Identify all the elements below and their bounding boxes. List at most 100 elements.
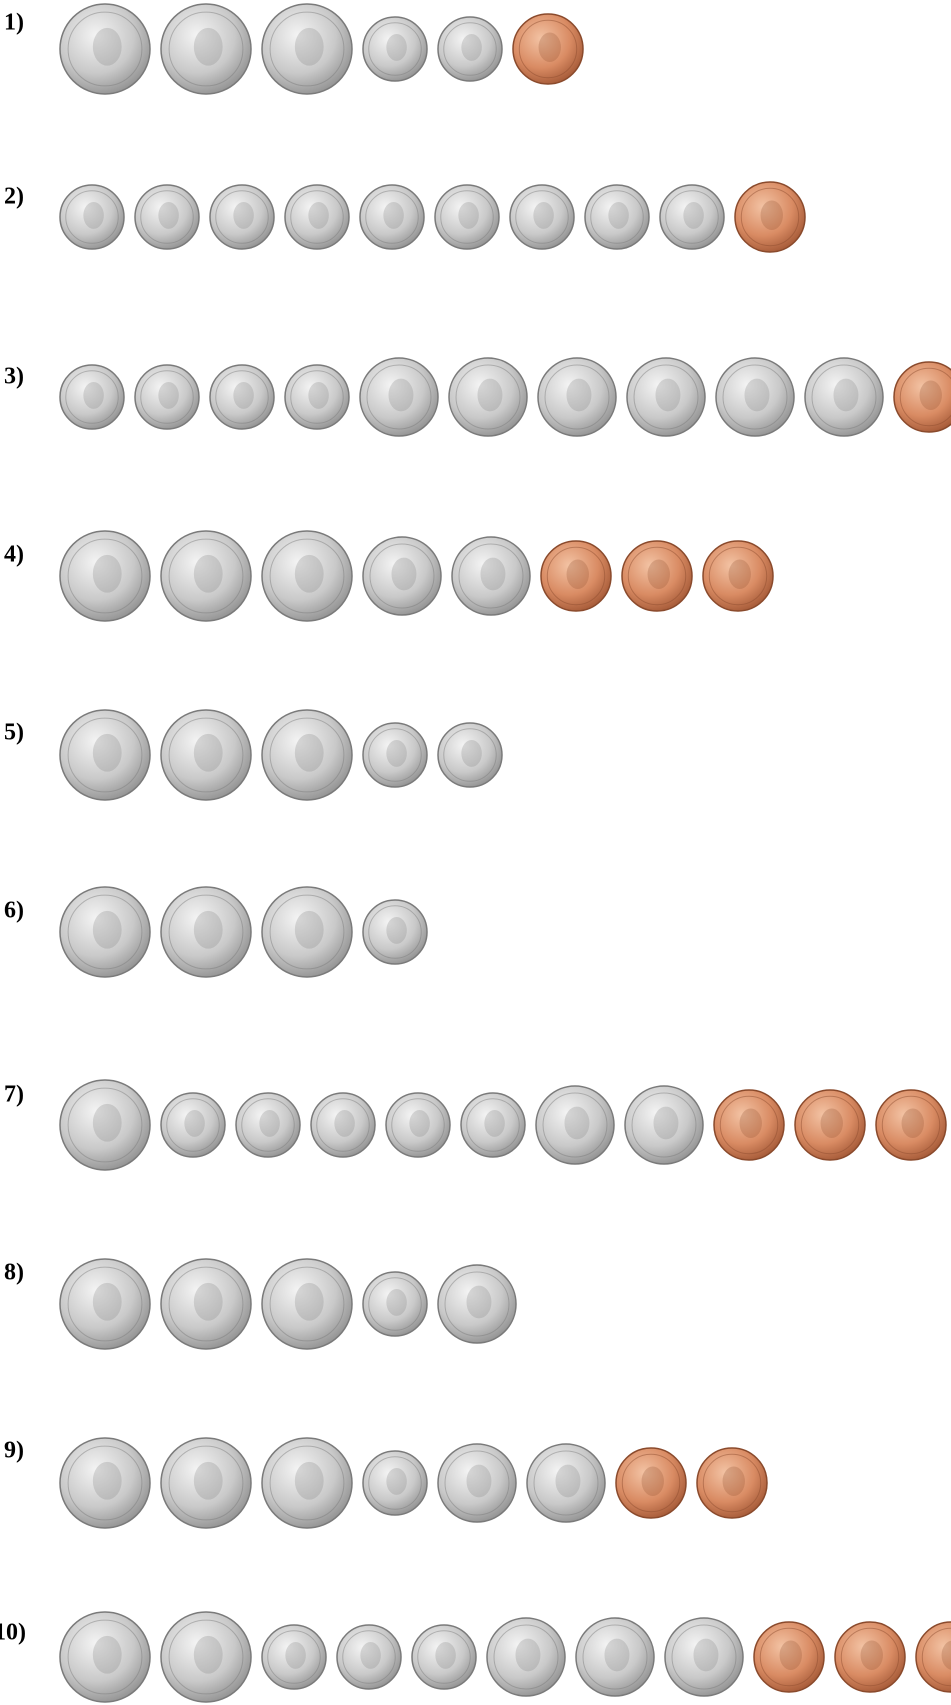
coin-portrait bbox=[158, 382, 178, 409]
penny bbox=[876, 1090, 946, 1160]
dime bbox=[337, 1625, 401, 1689]
coin-portrait bbox=[83, 202, 103, 229]
coin-portrait bbox=[194, 734, 223, 772]
nickel bbox=[716, 358, 794, 436]
coin-portrait bbox=[642, 1467, 664, 1496]
nickel bbox=[487, 1618, 565, 1696]
problem-number: 9) bbox=[4, 1438, 24, 1464]
problem-number: 10) bbox=[0, 1620, 26, 1646]
penny bbox=[735, 182, 805, 252]
coin-portrait bbox=[555, 1465, 580, 1498]
coin-portrait bbox=[233, 202, 253, 229]
coin-portrait bbox=[821, 1109, 843, 1138]
coin-portrait bbox=[466, 1465, 491, 1498]
coin-portrait bbox=[780, 1641, 802, 1670]
coin-portrait bbox=[653, 1107, 678, 1140]
dime bbox=[161, 1093, 225, 1157]
coin-portrait bbox=[655, 379, 680, 412]
quarter bbox=[262, 1259, 352, 1349]
nickel bbox=[665, 1618, 743, 1696]
dime bbox=[135, 365, 199, 429]
dime bbox=[360, 185, 424, 249]
dime bbox=[461, 1093, 525, 1157]
coin-portrait bbox=[184, 1110, 204, 1137]
coin-portrait bbox=[386, 917, 406, 944]
problem: 7) bbox=[4, 1080, 946, 1170]
quarter bbox=[262, 4, 352, 94]
penny bbox=[835, 1622, 905, 1692]
quarter bbox=[60, 887, 150, 977]
coin-portrait bbox=[729, 560, 751, 589]
penny bbox=[513, 14, 583, 84]
coin-portrait bbox=[515, 1639, 540, 1672]
penny bbox=[703, 541, 773, 611]
quarter bbox=[161, 531, 251, 621]
coin-portrait bbox=[683, 202, 703, 229]
coin-portrait bbox=[259, 1110, 279, 1137]
coin-portrait bbox=[533, 202, 553, 229]
coin-portrait bbox=[194, 555, 223, 593]
problem: 10) bbox=[0, 1612, 951, 1702]
penny bbox=[616, 1448, 686, 1518]
dime bbox=[660, 185, 724, 249]
coin-portrait bbox=[93, 734, 122, 772]
dime bbox=[60, 365, 124, 429]
penny bbox=[795, 1090, 865, 1160]
quarter bbox=[60, 1259, 150, 1349]
coin-portrait bbox=[360, 1642, 380, 1669]
coin-portrait bbox=[461, 34, 481, 61]
coin-portrait bbox=[480, 558, 505, 591]
quarter bbox=[161, 710, 251, 800]
coin-portrait bbox=[93, 28, 122, 66]
coin-portrait bbox=[435, 1642, 455, 1669]
quarter bbox=[60, 1080, 150, 1170]
coin-portrait bbox=[83, 382, 103, 409]
dime bbox=[435, 185, 499, 249]
coin-portrait bbox=[194, 28, 223, 66]
nickel bbox=[627, 358, 705, 436]
dime bbox=[412, 1625, 476, 1689]
quarter bbox=[161, 1612, 251, 1702]
problem-number: 1) bbox=[4, 10, 24, 36]
coin-portrait bbox=[93, 1283, 122, 1321]
coin-portrait bbox=[461, 740, 481, 767]
nickel bbox=[527, 1444, 605, 1522]
quarter bbox=[161, 887, 251, 977]
coin-portrait bbox=[693, 1639, 718, 1672]
dime bbox=[262, 1625, 326, 1689]
problem: 6) bbox=[4, 887, 427, 977]
dime bbox=[135, 185, 199, 249]
dime bbox=[60, 185, 124, 249]
coin-portrait bbox=[158, 202, 178, 229]
problem-number: 5) bbox=[4, 720, 24, 746]
nickel bbox=[438, 1444, 516, 1522]
dime bbox=[585, 185, 649, 249]
penny bbox=[894, 362, 951, 432]
coin-portrait bbox=[861, 1641, 883, 1670]
nickel bbox=[538, 358, 616, 436]
nickel bbox=[625, 1086, 703, 1164]
dime bbox=[311, 1093, 375, 1157]
coin-portrait bbox=[194, 1283, 223, 1321]
coin-portrait bbox=[295, 911, 324, 949]
coin-portrait bbox=[386, 740, 406, 767]
nickel bbox=[452, 537, 530, 615]
coin-portrait bbox=[388, 379, 413, 412]
coin-portrait bbox=[295, 1283, 324, 1321]
quarter bbox=[161, 4, 251, 94]
problem-number: 8) bbox=[4, 1260, 24, 1286]
worksheet: 1)2)3)4)5)6)7)8)9)10) bbox=[0, 0, 951, 1705]
nickel bbox=[360, 358, 438, 436]
problem-number: 3) bbox=[4, 364, 24, 390]
problem: 5) bbox=[4, 710, 502, 800]
nickel bbox=[576, 1618, 654, 1696]
coin-portrait bbox=[409, 1110, 429, 1137]
coin-portrait bbox=[194, 911, 223, 949]
quarter bbox=[60, 4, 150, 94]
nickel bbox=[536, 1086, 614, 1164]
coin-portrait bbox=[466, 1286, 491, 1319]
dime bbox=[210, 185, 274, 249]
coin-portrait bbox=[334, 1110, 354, 1137]
coin-portrait bbox=[648, 560, 670, 589]
coin-portrait bbox=[295, 734, 324, 772]
